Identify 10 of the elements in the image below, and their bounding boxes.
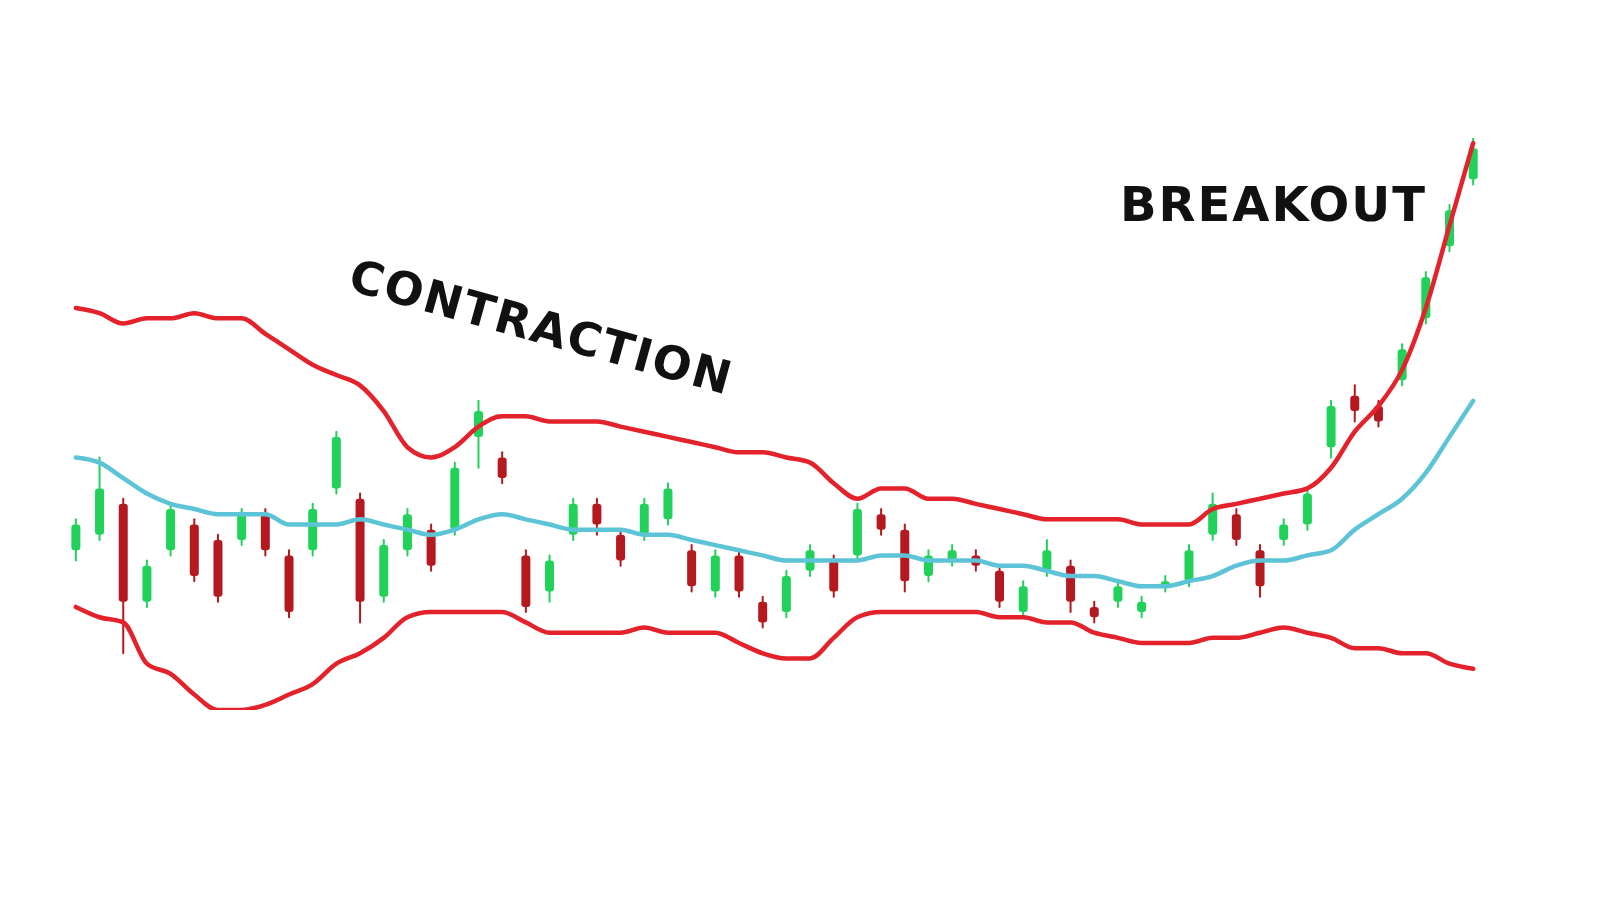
annotation: BREAKOUT [1120, 176, 1428, 232]
candlestick [1279, 518, 1289, 547]
candlestick [1113, 580, 1123, 608]
candlestick [1089, 600, 1099, 624]
candlestick [497, 451, 507, 485]
candlestick [758, 595, 768, 629]
candlestick [1137, 595, 1147, 619]
candlestick [592, 497, 602, 536]
candlestick [876, 508, 886, 536]
candlestick [1350, 384, 1360, 423]
